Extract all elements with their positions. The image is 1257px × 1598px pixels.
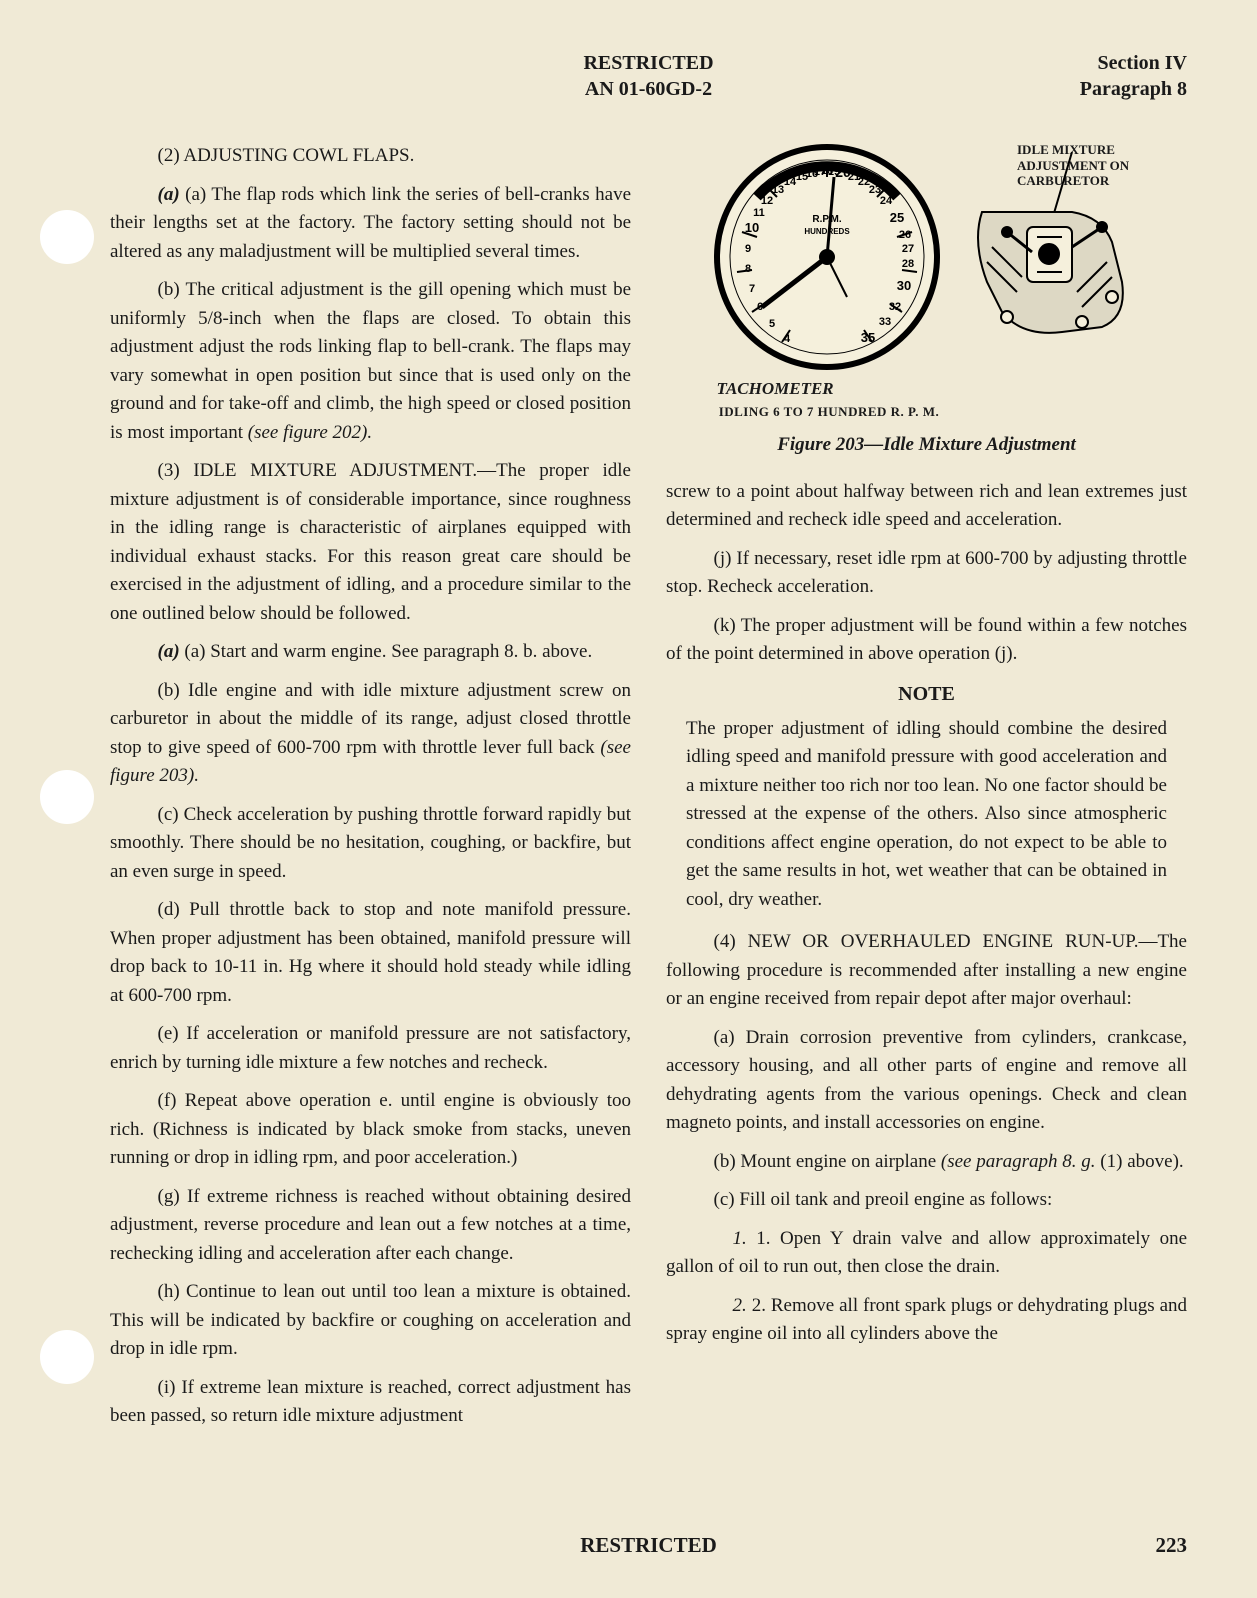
body-text: (b) Mount engine on airplane (see paragr… <box>666 1148 1187 1177</box>
tachometer-label: TACHOMETER <box>717 376 942 402</box>
body-text: (c) Check acceleration by pushing thrott… <box>110 801 631 887</box>
svg-text:13: 13 <box>771 184 783 196</box>
body-text: (4) NEW OR OVERHAULED ENGINE RUN-UP.—The… <box>666 928 1187 1014</box>
footer-classification: RESTRICTED <box>580 1533 717 1558</box>
svg-text:7: 7 <box>748 283 754 295</box>
page-footer: RESTRICTED 223 <box>110 1533 1187 1558</box>
svg-text:8: 8 <box>744 263 750 275</box>
body-span: (b) The critical adjustment is the gill … <box>110 279 631 443</box>
body-span: (b) Idle engine and with idle mixture ad… <box>110 680 631 758</box>
svg-text:35: 35 <box>860 330 874 345</box>
svg-text:5: 5 <box>768 318 774 330</box>
header-right: Section IV Paragraph 8 <box>987 50 1187 102</box>
figure-203: IDLE MIXTURE ADJUSTMENT ON CARBURETOR <box>666 142 1187 460</box>
svg-text:HUNDREDS: HUNDREDS <box>804 227 850 236</box>
svg-text:30: 30 <box>896 278 910 293</box>
paragraph-label: Paragraph 8 <box>987 76 1187 102</box>
body-text: (k) The proper adjustment will be found … <box>666 612 1187 669</box>
body-text: 2. 2. Remove all front spark plugs or de… <box>666 1292 1187 1349</box>
svg-text:12: 12 <box>760 195 772 207</box>
section-label: Section IV <box>987 50 1187 76</box>
tachometer-svg: 4 5 6 7 8 9 10 11 12 13 <box>712 142 942 372</box>
body-text: (a) Drain corrosion preventive from cyli… <box>666 1024 1187 1138</box>
svg-text:33: 33 <box>878 316 890 328</box>
body-text: 1. 1. Open Y drain valve and allow appro… <box>666 1225 1187 1282</box>
svg-text:9: 9 <box>744 243 750 255</box>
svg-text:10: 10 <box>744 220 758 235</box>
paragraph-ref: (see paragraph 8. g. <box>941 1151 1100 1172</box>
svg-text:25: 25 <box>889 210 903 225</box>
body-span: (1) above). <box>1100 1151 1183 1172</box>
body-text: (j) If necessary, reset idle rpm at 600-… <box>666 545 1187 602</box>
svg-text:32: 32 <box>888 301 900 313</box>
note-heading: NOTE <box>666 679 1187 709</box>
body-span: (a) Start and warm engine. See paragraph… <box>184 641 592 662</box>
left-column: (2) ADJUSTING COWL FLAPS. (a) (a) The fl… <box>110 142 631 1441</box>
body-text: (i) If extreme lean mixture is reached, … <box>110 1374 631 1431</box>
body-text: (b) Idle engine and with idle mixture ad… <box>110 677 631 791</box>
page-header: RESTRICTED AN 01-60GD-2 Section IV Parag… <box>110 50 1187 102</box>
body-text: (a) (a) The flap rods which link the ser… <box>110 181 631 267</box>
header-center: RESTRICTED AN 01-60GD-2 <box>583 50 713 102</box>
svg-text:24: 24 <box>879 195 892 207</box>
page-number: 223 <box>1156 1533 1188 1558</box>
body-text: (e) If acceleration or manifold pressure… <box>110 1020 631 1077</box>
body-text: (3) IDLE MIXTURE ADJUSTMENT.—The proper … <box>110 457 631 628</box>
right-column: IDLE MIXTURE ADJUSTMENT ON CARBURETOR <box>666 142 1187 1441</box>
tachometer-sublabel: IDLING 6 TO 7 HUNDRED R. P. M. <box>717 402 942 422</box>
body-span: (a) The flap rods which link the series … <box>110 184 631 262</box>
body-text: (2) ADJUSTING COWL FLAPS. <box>110 142 631 171</box>
carburetor-illustration <box>952 142 1142 352</box>
figure-ref: (see figure 202). <box>248 422 372 443</box>
body-text: (a) (a) Start and warm engine. See parag… <box>110 638 631 667</box>
figure-caption: Figure 203—Idle Mixture Adjustment <box>666 431 1187 460</box>
body-text: (c) Fill oil tank and preoil engine as f… <box>666 1186 1187 1215</box>
svg-text:4: 4 <box>783 333 790 345</box>
body-text: screw to a point about halfway between r… <box>666 478 1187 535</box>
body-text: (f) Repeat above operation e. until engi… <box>110 1087 631 1173</box>
note-body: The proper adjustment of idling should c… <box>686 715 1167 915</box>
svg-text:26: 26 <box>898 229 910 241</box>
body-text: (d) Pull throttle back to stop and note … <box>110 896 631 1010</box>
body-span: (b) Mount engine on airplane <box>714 1151 941 1172</box>
body-text: (b) The critical adjustment is the gill … <box>110 276 631 447</box>
classification-label: RESTRICTED <box>583 50 713 76</box>
document-number: AN 01-60GD-2 <box>583 76 713 102</box>
svg-text:27: 27 <box>901 243 913 255</box>
svg-text:R.P.M.: R.P.M. <box>812 214 841 225</box>
tachometer-gauge: 4 5 6 7 8 9 10 11 12 13 <box>712 142 942 372</box>
page-container: RESTRICTED AN 01-60GD-2 Section IV Parag… <box>0 0 1257 1598</box>
svg-text:28: 28 <box>901 258 913 270</box>
body-text: (g) If extreme richness is reached witho… <box>110 1183 631 1269</box>
body-text: (h) Continue to lean out until too lean … <box>110 1278 631 1364</box>
text-columns: (2) ADJUSTING COWL FLAPS. (a) (a) The fl… <box>110 142 1187 1441</box>
svg-text:11: 11 <box>753 207 765 219</box>
